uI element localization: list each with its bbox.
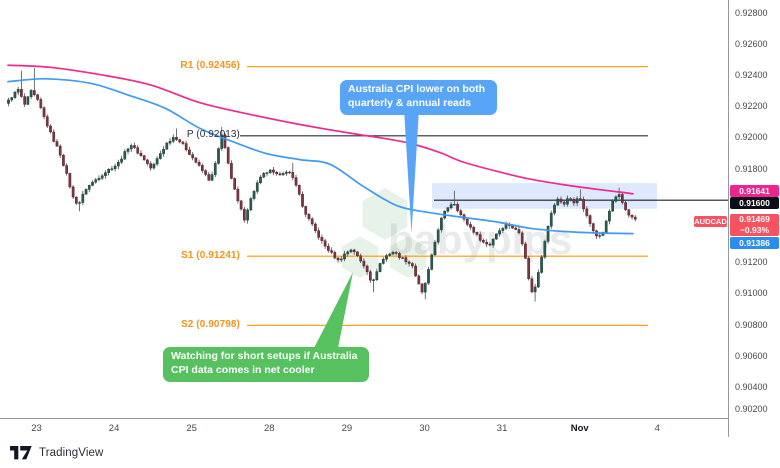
price-tick-label: 0.91000 — [735, 288, 768, 299]
price-tick-label: 0.90200 — [735, 404, 768, 414]
annotation-short-callout[interactable]: Watching for short setups if Australia C… — [163, 347, 369, 382]
price-tick-label: 0.92400 — [735, 69, 768, 80]
annotation-short-text: Watching for short setups if Australia C… — [171, 350, 358, 376]
price-tick-label: 0.92200 — [735, 101, 768, 112]
date-label: 25 — [186, 423, 197, 434]
tradingview-attribution[interactable]: TradingView — [10, 446, 103, 460]
last-price-badge: 0.91469 −0.93% — [730, 214, 779, 236]
ma-blue-line[interactable] — [7, 77, 634, 235]
price-tick-label: 0.90400 — [735, 381, 768, 392]
date-label: 24 — [108, 423, 120, 434]
price-tick-label: 0.92600 — [735, 38, 768, 49]
ma-blue-price-badge: 0.91386 — [730, 237, 779, 249]
price-tick-label: 0.92800 — [735, 7, 768, 18]
price-tick-label: 0.91800 — [735, 163, 768, 174]
babypips-watermark: babypips — [339, 185, 572, 281]
annotation-cpi-pointer — [404, 109, 419, 233]
date-label: 31 — [496, 423, 508, 434]
date-label: 29 — [341, 423, 353, 434]
price-tick-label: 0.91200 — [735, 257, 768, 268]
date-label: 30 — [419, 423, 430, 434]
price-line-badge: 0.91600 — [730, 196, 779, 209]
pivot-label-P: P (0.92013) — [186, 129, 240, 141]
tradingview-logo-icon — [10, 446, 32, 460]
date-label: 4 — [654, 423, 660, 434]
symbol-badge: AUDCAD — [694, 216, 727, 227]
price-tick-label: 0.90800 — [735, 319, 768, 330]
annotation-short-pointer — [314, 272, 353, 348]
price-tick-label: 0.90600 — [735, 350, 768, 361]
ma-pink-line[interactable] — [7, 64, 634, 195]
last-price-value: 0.91469 — [739, 214, 770, 224]
date-label: 23 — [31, 423, 42, 434]
ma-pink-price-badge: 0.91641 — [730, 185, 779, 197]
annotation-cpi-text: Australia CPI lower on both quarterly & … — [348, 83, 486, 109]
pivot-label-R1: R1 (0.92456) — [180, 60, 240, 72]
date-label: 28 — [264, 423, 275, 434]
candles-layer — [7, 67, 637, 302]
last-price-change: −0.93% — [739, 225, 770, 235]
date-label: Nov — [570, 423, 589, 434]
price-tick-label: 0.92000 — [735, 132, 768, 143]
tradingview-logo-text: TradingView — [39, 447, 104, 459]
pivot-label-S1: S1 (0.91241) — [180, 249, 240, 261]
annotation-cpi-callout[interactable]: Australia CPI lower on both quarterly & … — [340, 80, 497, 115]
pivot-label-S2: S2 (0.90798) — [180, 318, 240, 330]
